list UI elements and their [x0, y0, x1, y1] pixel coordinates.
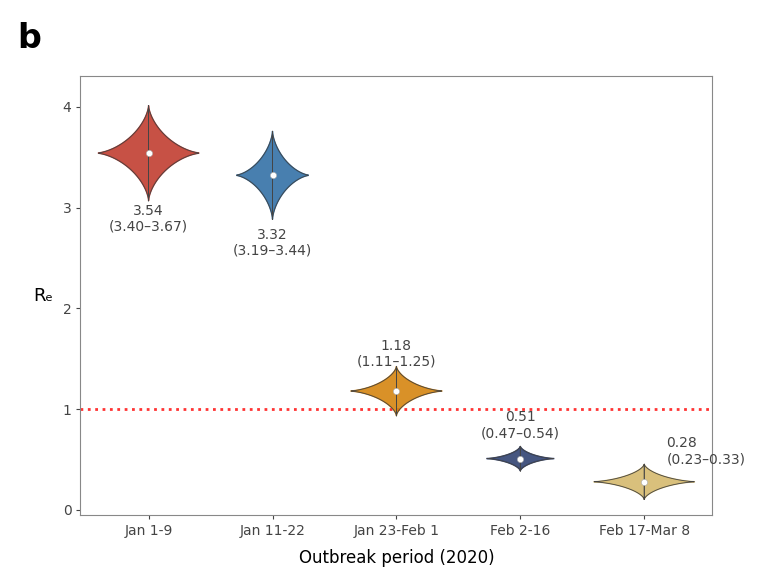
Polygon shape	[487, 446, 554, 471]
Text: 0.51
(0.47–0.54): 0.51 (0.47–0.54)	[481, 410, 560, 440]
Text: 3.32
(3.19–3.44): 3.32 (3.19–3.44)	[233, 228, 312, 258]
Text: 3.54
(3.40–3.67): 3.54 (3.40–3.67)	[109, 203, 188, 233]
Polygon shape	[594, 464, 694, 499]
Y-axis label: Rₑ: Rₑ	[33, 287, 53, 305]
Polygon shape	[351, 366, 441, 416]
X-axis label: Outbreak period (2020): Outbreak period (2020)	[298, 549, 494, 567]
Text: b: b	[17, 22, 41, 55]
Text: 0.28
(0.23–0.33): 0.28 (0.23–0.33)	[667, 436, 746, 467]
Polygon shape	[98, 105, 198, 201]
Polygon shape	[237, 131, 308, 219]
Text: 1.18
(1.11–1.25): 1.18 (1.11–1.25)	[357, 339, 436, 369]
